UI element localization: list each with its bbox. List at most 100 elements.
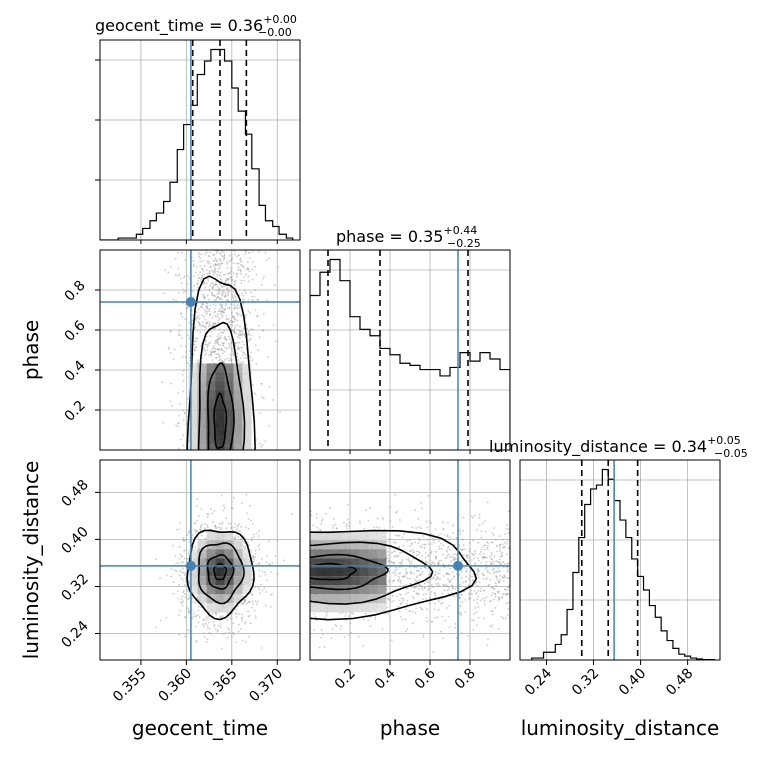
density-cell [323,576,333,586]
scatter-point [474,607,477,609]
scatter-point [219,260,222,263]
scatter-point [476,602,479,604]
scatter-point [401,618,404,621]
scatter-point [343,635,346,638]
scatter-point [434,578,437,581]
scatter-point [192,296,195,298]
scatter-point [198,616,201,618]
scatter-point [242,266,245,269]
scatter-point [182,370,185,372]
scatter-point [214,304,217,307]
scatter-point [408,562,411,564]
scatter-point [495,584,498,587]
density-cell [234,454,243,463]
density-cell [310,549,315,559]
scatter-point [391,580,394,583]
scatter-point [506,563,509,565]
scatter-point [249,359,252,362]
scatter-point [199,271,201,274]
scatter-point [196,337,199,340]
scatter-point [227,627,229,629]
density-cell [233,567,243,577]
scatter-point [193,601,196,604]
scatter-point [237,269,239,271]
scatter-point [193,275,195,277]
density-cell [189,472,198,481]
density-cell [188,381,198,391]
scatter-point [214,339,217,342]
scatter-point [499,545,501,548]
ytick-label-luminosity_distance-2: 0.40 [58,524,91,557]
scatter-point [242,361,245,363]
scatter-point [232,633,235,636]
pair-frame-geocent_time-luminosity_distance [99,459,301,661]
scatter-point [503,541,506,544]
scatter-point [196,498,199,500]
density-cell [341,549,351,559]
scatter-point [313,613,316,616]
scatter-point [404,575,407,578]
density-cell [198,472,207,481]
scatter-point [436,576,439,578]
scatter-point [476,573,479,576]
scatter-point [205,352,208,355]
scatter-point [208,271,211,274]
density-cell [197,558,207,568]
scatter-point [387,560,390,563]
density-cell [188,399,198,409]
scatter-point [394,574,397,577]
scatter-point [473,557,476,560]
scatter-point [227,359,230,362]
scatter-point [447,585,450,588]
scatter-point [476,598,479,601]
scatter-point [500,552,503,555]
scatter-point [438,584,440,587]
scatter-point [430,533,433,536]
scatter-point [229,353,232,356]
scatter-point [186,282,189,285]
scatter-point [181,355,184,358]
scatter-point [402,599,405,601]
scatter-point [218,332,220,335]
scatter-point [406,572,409,574]
scatter-point [502,617,505,620]
scatter-point [178,584,181,586]
scatter-point [177,447,180,450]
scatter-point [432,577,435,580]
scatter-point [268,563,271,566]
density-cell [377,567,387,577]
density-cell [368,594,378,604]
scatter-point [382,518,385,521]
scatter-point [207,621,210,624]
density-cell [215,549,225,559]
scatter-point [200,534,203,537]
scatter-point [237,359,240,361]
scatter-point [427,494,430,497]
scatter-point [467,584,470,587]
scatter-point [421,588,424,591]
scatter-point [226,307,229,309]
scatter-point [172,544,175,547]
scatter-point [224,273,227,276]
scatter-point [440,559,443,562]
scatter-point [210,269,213,272]
density-cell [279,603,288,612]
scatter-point [223,308,225,311]
scatter-point [186,534,189,536]
scatter-point [244,353,247,356]
density-cell [188,408,198,418]
scatter-point [240,538,243,541]
scatter-point [430,550,433,553]
scatter-point [225,527,228,530]
density-cell [368,549,378,559]
scatter-point [209,335,212,338]
density-cell [233,390,243,400]
scatter-point [231,321,234,324]
scatter-point [359,520,361,523]
scatter-point [234,342,237,345]
scatter-point [494,582,497,585]
density-cell [206,444,216,450]
scatter-point [420,567,423,570]
scatter-point [186,334,189,337]
scatter-point [254,553,257,555]
